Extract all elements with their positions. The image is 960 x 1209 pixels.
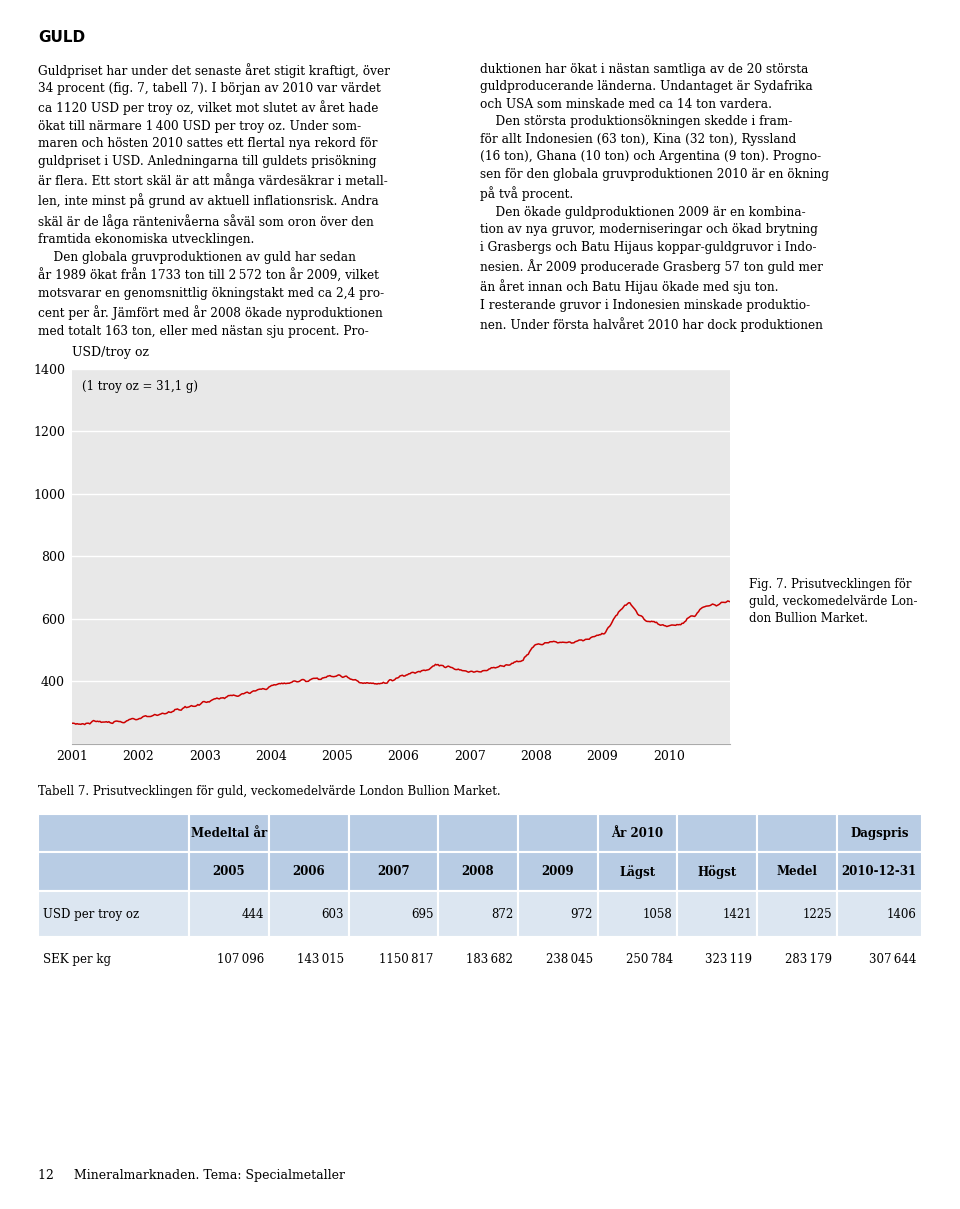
Text: Tabell 7. Prisutvecklingen för guld, veckomedelvärde London Bullion Market.: Tabell 7. Prisutvecklingen för guld, vec… — [38, 785, 501, 798]
Text: SEK per kg: SEK per kg — [43, 954, 111, 966]
Text: duktionen har ökat i nästan samtliga av de 20 största
guldproducerande länderna.: duktionen har ökat i nästan samtliga av … — [480, 63, 829, 331]
Text: 307 644: 307 644 — [870, 954, 917, 966]
Text: 107 096: 107 096 — [217, 954, 264, 966]
Text: 1406: 1406 — [887, 908, 917, 920]
Text: Dagspris: Dagspris — [850, 827, 908, 839]
Text: 1058: 1058 — [643, 908, 673, 920]
Text: 603: 603 — [322, 908, 344, 920]
Text: 2008: 2008 — [462, 866, 494, 878]
Text: Fig. 7. Prisutvecklingen för
guld, veckomedelvärde Lon-
don Bullion Market.: Fig. 7. Prisutvecklingen för guld, vecko… — [749, 578, 918, 625]
Text: 238 045: 238 045 — [546, 954, 593, 966]
Text: 972: 972 — [570, 908, 593, 920]
Text: 2007: 2007 — [377, 866, 410, 878]
Text: 2005: 2005 — [213, 866, 246, 878]
Text: 143 015: 143 015 — [297, 954, 344, 966]
Text: USD/troy oz: USD/troy oz — [72, 346, 149, 359]
Text: 695: 695 — [411, 908, 433, 920]
Text: GULD: GULD — [38, 30, 85, 45]
Text: 1421: 1421 — [723, 908, 753, 920]
Text: USD per troy oz: USD per troy oz — [43, 908, 139, 920]
Text: Medel: Medel — [777, 866, 818, 878]
Text: År 2010: År 2010 — [612, 827, 663, 839]
Text: 2009: 2009 — [541, 866, 574, 878]
Text: 2006: 2006 — [293, 866, 325, 878]
Text: 283 179: 283 179 — [785, 954, 832, 966]
Text: 250 784: 250 784 — [626, 954, 673, 966]
Text: 323 119: 323 119 — [706, 954, 753, 966]
Text: 872: 872 — [491, 908, 514, 920]
Text: Högst: Högst — [698, 864, 737, 879]
Text: Guldpriset har under det senaste året stigit kraftigt, över
34 procent (fig. 7, : Guldpriset har under det senaste året st… — [38, 63, 391, 339]
Text: 2010-12-31: 2010-12-31 — [842, 866, 917, 878]
Text: 1150 817: 1150 817 — [379, 954, 433, 966]
Text: Medeltal år: Medeltal år — [191, 827, 267, 839]
Text: Lägst: Lägst — [619, 864, 656, 879]
Text: (1 troy oz = 31,1 g): (1 troy oz = 31,1 g) — [82, 380, 198, 393]
Text: 1225: 1225 — [803, 908, 832, 920]
Text: 12     Mineralmarknaden. Tema: Specialmetaller: 12 Mineralmarknaden. Tema: Specialmetall… — [38, 1169, 346, 1182]
Text: 183 682: 183 682 — [467, 954, 514, 966]
Text: 444: 444 — [242, 908, 264, 920]
